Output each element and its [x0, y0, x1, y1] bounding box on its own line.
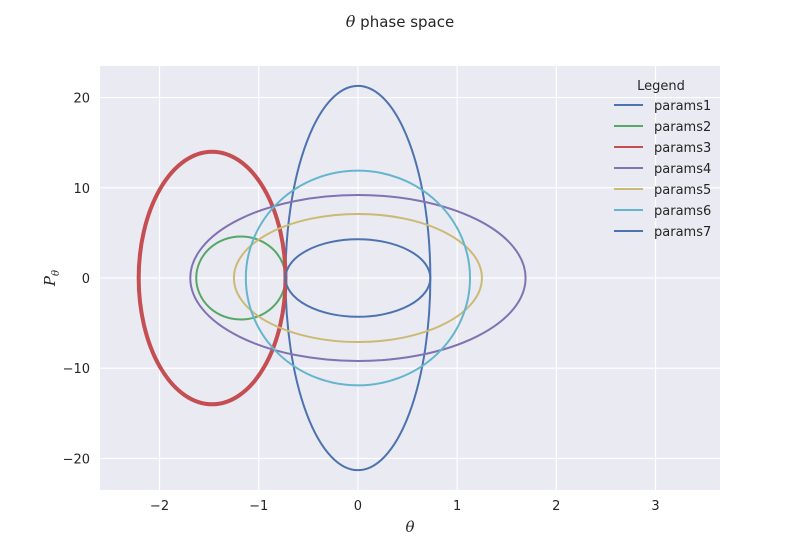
- legend-label-params6: params6: [654, 204, 711, 219]
- legend-label-params3: params3: [654, 141, 711, 156]
- series-line-params6: [244, 169, 472, 387]
- legend-items: params1 params2 params3 params4 params5 param…: [614, 99, 711, 240]
- series-line-params7: [284, 238, 432, 318]
- y-tick-label: 10: [73, 182, 90, 197]
- y-tick-label: 0: [82, 272, 90, 287]
- legend-label-params2: params2: [654, 120, 711, 135]
- chart-title-rest: phase space: [355, 13, 454, 31]
- x-tick-label: −2: [150, 499, 169, 514]
- series-layer: [136, 84, 527, 472]
- x-tick-label: −1: [249, 499, 268, 514]
- y-axis-label: Pθ: [41, 270, 62, 287]
- series-line-params4: [189, 194, 527, 362]
- chart-title: θ phase space: [346, 12, 454, 31]
- x-tick-label: 3: [651, 499, 659, 514]
- y-tick-label: 20: [73, 92, 90, 107]
- legend-label-params7: params7: [654, 225, 711, 240]
- x-tick-label: 1: [453, 499, 461, 514]
- series-line-params5: [232, 212, 483, 344]
- x-tick-label: 0: [354, 499, 362, 514]
- legend-label-params4: params4: [654, 162, 711, 177]
- y-tick-label: −20: [63, 452, 90, 467]
- grid: [100, 66, 720, 490]
- y-axis-label-subscript: θ: [51, 270, 62, 276]
- y-tick-label: −10: [63, 362, 90, 377]
- x-tick-label: 2: [552, 499, 560, 514]
- x-axis-label: θ: [405, 518, 414, 536]
- legend-title: Legend: [637, 79, 685, 94]
- chart-title-symbol: θ: [346, 12, 356, 31]
- legend-label-params1: params1: [654, 99, 711, 114]
- y-axis-label-main: P: [41, 275, 59, 287]
- legend: Legend params1params2params3params4param…: [614, 79, 711, 240]
- legend-label-params5: params5: [654, 183, 711, 198]
